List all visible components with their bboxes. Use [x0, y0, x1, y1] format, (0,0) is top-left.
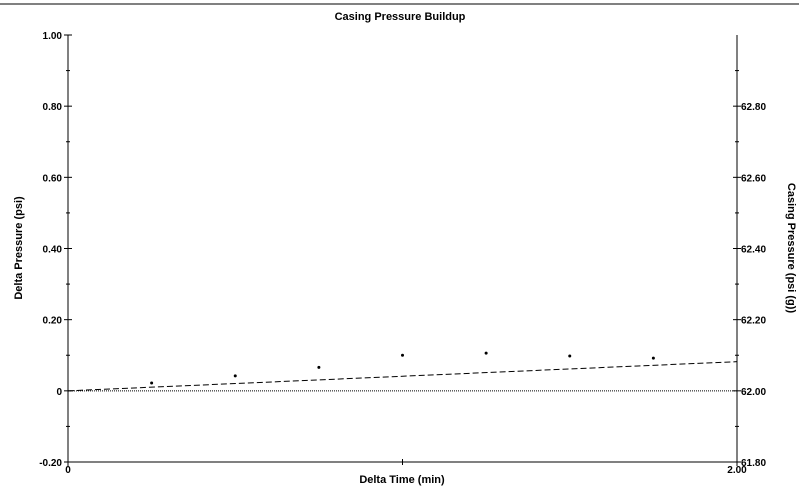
data-point [401, 354, 404, 357]
x-axis-label: Delta Time (min) [359, 474, 445, 486]
y-right-tick-label: 62.80 [741, 102, 766, 113]
data-point [568, 354, 571, 357]
data-point [652, 357, 655, 360]
x-tick-label: 0 [65, 465, 71, 476]
data-point [317, 366, 320, 369]
y-left-tick-label: -0.20 [39, 458, 62, 469]
y-left-tick-label: 0.20 [43, 316, 63, 327]
y-right-tick-label: 62.00 [741, 387, 766, 398]
y-left-tick-label: 0.80 [43, 102, 63, 113]
y-axis-left-label: Delta Pressure (psi) [13, 196, 25, 300]
y-right-tick-label: 62.20 [741, 316, 766, 327]
y-right-tick-label: 62.40 [741, 245, 766, 256]
data-point [150, 382, 153, 385]
y-left-tick-label: 0.60 [43, 173, 63, 184]
chart-title: Casing Pressure Buildup [335, 11, 466, 23]
y-left-tick-label: 0.40 [43, 245, 63, 256]
x-tick-label: 2.00 [727, 465, 747, 476]
y-left-tick-label: 0 [56, 387, 62, 398]
data-point [485, 352, 488, 355]
trend-line [68, 362, 737, 391]
y-right-tick-label: 62.60 [741, 173, 766, 184]
y-axis-right-label: Casing Pressure (psi (g)) [785, 183, 797, 314]
y-left-tick-label: 1.00 [43, 31, 63, 42]
data-point [234, 374, 237, 377]
